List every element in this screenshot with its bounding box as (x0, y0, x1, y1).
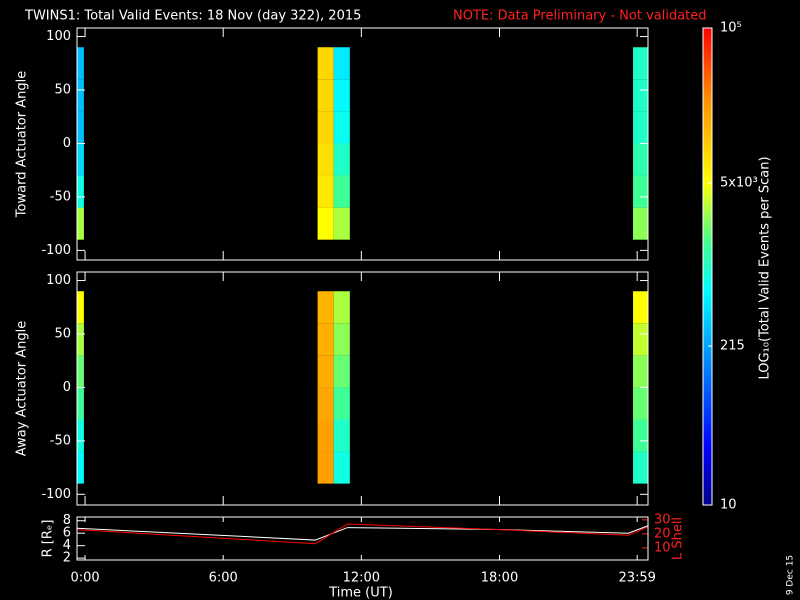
y2-tick-label: 20 (654, 526, 671, 541)
y-tick-label: -50 (50, 189, 71, 204)
note: NOTE: Data Preliminary - Not validated (453, 9, 707, 24)
y-tick-label: 0 (63, 136, 71, 151)
heatmap-cell (333, 175, 350, 208)
y-tick-label: 50 (54, 83, 71, 98)
panel-frame (76, 271, 649, 506)
colorbar-tick-label: 10 (720, 498, 737, 513)
heatmap-cell (333, 111, 350, 144)
panel-frame (76, 27, 649, 261)
y-tick-label: -50 (50, 433, 71, 448)
heatmap-cell (333, 47, 350, 80)
colorbar (702, 27, 713, 506)
y-axis-label: Away Actuator Angle (15, 321, 30, 456)
y-tick-label: 50 (54, 326, 71, 341)
y-tick-label: 4 (63, 538, 71, 553)
heatmap-cell (77, 47, 84, 80)
heatmap-cell (77, 175, 84, 208)
y-tick-label: -100 (41, 487, 71, 502)
heatmap-cell (633, 419, 648, 452)
y-tick-label: 8 (63, 513, 71, 528)
heatmap-cell (317, 419, 334, 452)
heatmap-cell (333, 79, 350, 112)
heatmap-cell (77, 79, 84, 112)
heatmap-cell (77, 323, 84, 356)
heatmap-cell (633, 47, 648, 80)
heatmap-cell (317, 207, 334, 240)
x-tick-label: 0:00 (70, 571, 99, 586)
heatmap-cell (333, 419, 350, 452)
colorbar-tick-label: 5x10³ (720, 176, 758, 191)
x-axis-label: Time (UT) (328, 586, 393, 600)
heatmap-cell (633, 451, 648, 484)
heatmap-cell (77, 451, 84, 484)
heatmap-cell (317, 111, 334, 144)
heatmap-cell (633, 323, 648, 356)
heatmap-cell (317, 291, 334, 324)
y-axis-label: Toward Actuator Angle (15, 71, 30, 218)
y-tick-label: 2 (63, 551, 71, 566)
heatmap-cell (333, 143, 350, 176)
heatmap-cell (77, 387, 84, 420)
x-tick-label: 12:00 (343, 571, 380, 586)
heatmap-cell (317, 387, 334, 420)
heatmap-cell (633, 387, 648, 420)
y2-tick-label: 10 (654, 540, 671, 555)
heatmap-cell (77, 419, 84, 452)
y2-axis-label: L Shell (671, 517, 686, 560)
heatmap-cell (333, 207, 350, 240)
heatmap-cell (633, 175, 648, 208)
chart-title: TWINS1: Total Valid Events: 18 Nov (day … (24, 9, 361, 24)
heatmap-cell (317, 143, 334, 176)
y-tick-label: 100 (46, 273, 71, 288)
heatmap-cell (77, 143, 84, 176)
heatmap-cell (333, 387, 350, 420)
heatmap-cell (633, 143, 648, 176)
y-tick-label: 6 (63, 526, 71, 541)
heatmap-cell (317, 47, 334, 80)
x-tick-label: 6:00 (209, 571, 238, 586)
heatmap-cell (317, 79, 334, 112)
heatmap-cell (317, 323, 334, 356)
x-tick-label: 23:59 (618, 571, 655, 586)
heatmap-cell (633, 355, 648, 388)
heatmap-cell (333, 323, 350, 356)
y-axis-label: R [Rₑ] (41, 520, 56, 558)
heatmap-cell (77, 111, 84, 144)
line (76, 523, 649, 545)
heatmap-cell (333, 355, 350, 388)
y-tick-label: 0 (63, 380, 71, 395)
x-tick-label: 18:00 (481, 571, 518, 586)
heatmap-cell (333, 451, 350, 484)
heatmap-cell (77, 207, 84, 240)
y-tick-label: -100 (41, 243, 71, 258)
y2-tick-label: 30 (654, 512, 671, 527)
colorbar-tick-label: 10⁵ (720, 21, 742, 36)
heatmap-cell (633, 207, 648, 240)
y-tick-label: 100 (46, 29, 71, 44)
colorbar-tick-label: 215 (720, 339, 745, 354)
heatmap-cell (317, 175, 334, 208)
heatmap-cell (77, 355, 84, 388)
heatmap-cell (633, 291, 648, 324)
heatmap-cell (317, 355, 334, 388)
heatmap-cell (317, 451, 334, 484)
heatmap-cell (633, 79, 648, 112)
colorbar-label: LOG₁₀(Total Valid Events per Scan) (758, 156, 773, 379)
line (76, 525, 649, 541)
panel-frame (76, 516, 649, 561)
heatmap-cell (633, 111, 648, 144)
heatmap-cell (77, 291, 84, 324)
date-stamp: 9 Dec 15 (786, 555, 796, 595)
heatmap-cell (333, 291, 350, 324)
